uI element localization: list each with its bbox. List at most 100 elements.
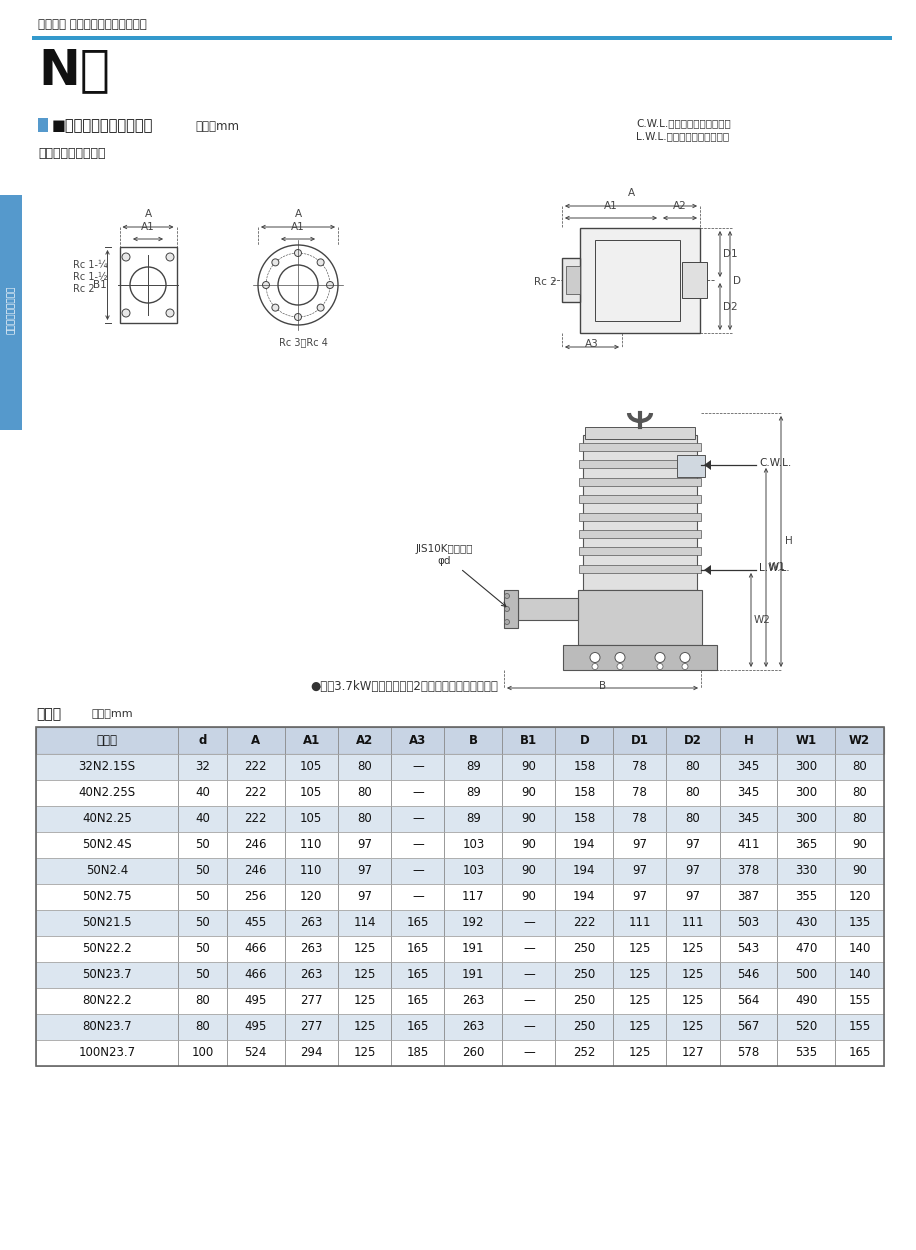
Text: —: — [523, 1046, 535, 1060]
Text: 567: 567 [737, 1020, 759, 1034]
Text: 80: 80 [852, 786, 867, 800]
Circle shape [326, 281, 333, 289]
Text: H: H [744, 734, 754, 748]
Circle shape [680, 652, 690, 662]
Text: 125: 125 [682, 942, 704, 955]
Text: d: d [198, 734, 207, 748]
Text: 165: 165 [407, 995, 429, 1008]
Text: 185: 185 [407, 1046, 429, 1060]
Text: 345: 345 [737, 812, 759, 825]
Text: 89: 89 [466, 786, 481, 800]
Text: 300: 300 [795, 786, 817, 800]
Bar [504, 590, 518, 628]
Text: 32: 32 [195, 760, 210, 774]
Text: 80: 80 [195, 1020, 210, 1034]
Text: 455: 455 [245, 916, 267, 930]
Text: A1: A1 [291, 222, 305, 232]
Circle shape [295, 314, 301, 320]
Text: A1: A1 [302, 734, 320, 748]
Bar [579, 460, 701, 469]
Text: 114: 114 [354, 916, 376, 930]
Text: 97: 97 [632, 890, 648, 904]
Text: 110: 110 [300, 839, 322, 851]
Text: Rc 2: Rc 2 [73, 284, 94, 294]
Text: 263: 263 [300, 942, 322, 955]
Text: 90: 90 [521, 839, 536, 851]
Text: 111: 111 [682, 916, 704, 930]
Circle shape [505, 606, 509, 611]
Text: 520: 520 [795, 1020, 817, 1034]
Text: 158: 158 [573, 786, 595, 800]
Bar [580, 228, 700, 332]
Text: 40: 40 [195, 786, 210, 800]
Text: 300: 300 [795, 760, 817, 774]
Text: 140: 140 [848, 969, 871, 981]
Text: 50N23.7: 50N23.7 [82, 969, 132, 981]
Text: 125: 125 [354, 1020, 376, 1034]
Text: 90: 90 [521, 760, 536, 774]
Text: A2: A2 [673, 201, 687, 211]
Text: A1: A1 [605, 201, 618, 211]
Circle shape [615, 652, 625, 662]
Text: 50: 50 [195, 942, 210, 955]
Bar [36, 936, 884, 962]
Text: JIS10Kフランジ
φd: JIS10Kフランジ φd [415, 544, 506, 606]
Text: 32N2.15S: 32N2.15S [79, 760, 136, 774]
Text: 194: 194 [573, 865, 595, 877]
Text: 80: 80 [852, 812, 867, 825]
Text: 89: 89 [466, 812, 481, 825]
Circle shape [272, 304, 278, 311]
Text: 250: 250 [573, 969, 595, 981]
Text: 80: 80 [852, 760, 867, 774]
Text: 165: 165 [848, 1046, 871, 1060]
Text: 578: 578 [737, 1046, 759, 1060]
Text: 165: 165 [407, 916, 429, 930]
Bar [579, 512, 701, 520]
Text: 80N23.7: 80N23.7 [82, 1020, 132, 1034]
Bar [682, 262, 707, 298]
Text: 40N2.25S: 40N2.25S [79, 786, 136, 800]
Bar [32, 36, 892, 40]
Text: 120: 120 [300, 890, 322, 904]
Bar [36, 728, 884, 1066]
Text: 50: 50 [195, 890, 210, 904]
Text: 90: 90 [521, 786, 536, 800]
Bar [579, 478, 701, 486]
Text: 97: 97 [357, 839, 372, 851]
Bar [677, 455, 705, 478]
Text: B1: B1 [93, 280, 107, 290]
Text: D1: D1 [723, 249, 737, 259]
Text: 単位：mm: 単位：mm [91, 709, 133, 719]
Text: W1: W1 [796, 734, 817, 748]
Bar [36, 728, 884, 754]
Text: 490: 490 [795, 995, 817, 1008]
Text: 80: 80 [357, 786, 372, 800]
Text: 寸法表: 寸法表 [36, 707, 61, 721]
Text: W1: W1 [769, 562, 786, 572]
Text: Rc 2: Rc 2 [534, 278, 557, 288]
Text: 263: 263 [300, 969, 322, 981]
Text: N型: N型 [38, 46, 110, 94]
Text: A3: A3 [585, 339, 599, 349]
Text: 80: 80 [357, 812, 372, 825]
Text: D2: D2 [723, 301, 737, 311]
Text: D1: D1 [631, 734, 649, 748]
Text: 40N2.25: 40N2.25 [82, 812, 132, 825]
Text: 194: 194 [573, 839, 595, 851]
Text: —: — [412, 812, 424, 825]
Text: 50: 50 [195, 865, 210, 877]
Text: 90: 90 [521, 812, 536, 825]
Text: 90: 90 [521, 890, 536, 904]
Text: C.W.L.（連続運転最低水位）: C.W.L.（連続運転最低水位） [636, 118, 731, 127]
Text: H: H [785, 536, 792, 546]
Text: 466: 466 [245, 942, 267, 955]
Text: L.W.L.: L.W.L. [759, 562, 790, 572]
Text: W2: W2 [754, 615, 771, 625]
Circle shape [590, 652, 600, 662]
Text: 125: 125 [354, 1046, 376, 1060]
Text: 158: 158 [573, 812, 595, 825]
Text: A: A [145, 209, 151, 219]
Text: 103: 103 [463, 839, 485, 851]
Text: 100N23.7: 100N23.7 [79, 1046, 136, 1060]
Text: 97: 97 [685, 865, 701, 877]
